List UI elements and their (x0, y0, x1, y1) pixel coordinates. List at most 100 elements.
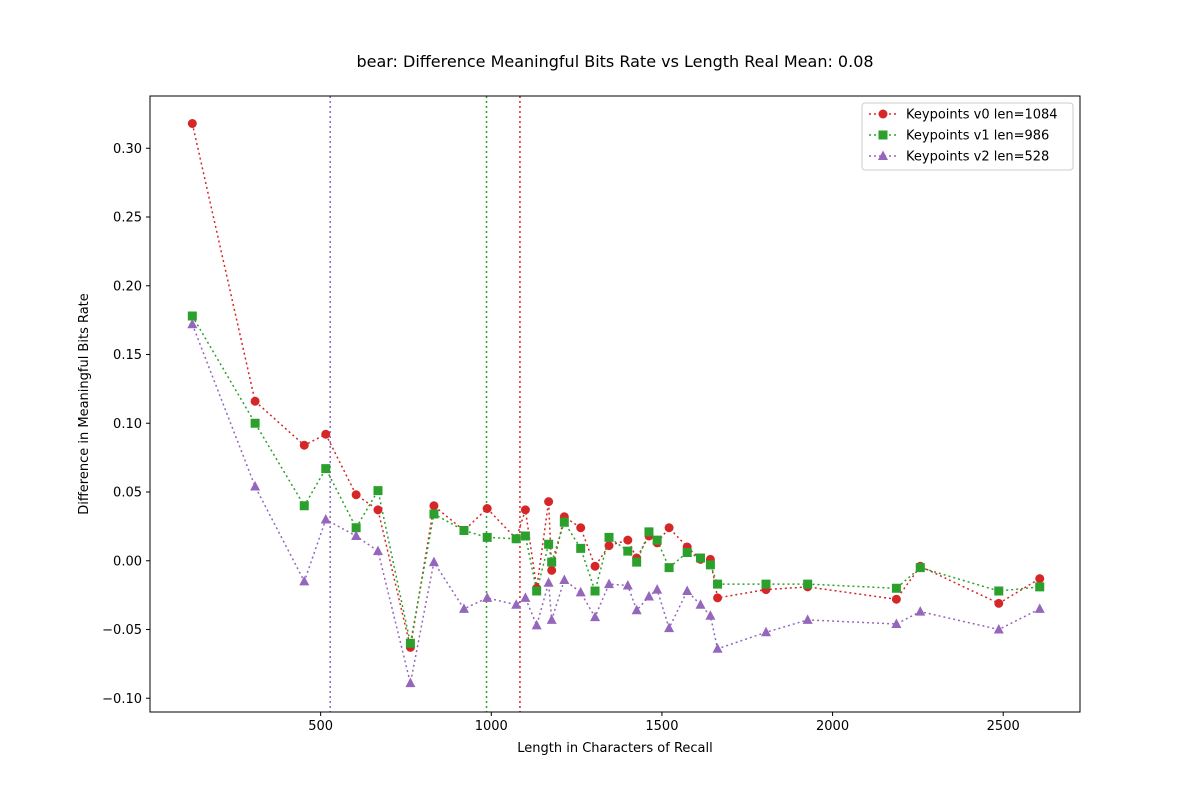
y-tick-label-5: 0.15 (113, 348, 142, 363)
data-point-series-0-1 (250, 396, 260, 406)
data-point-series-0-0 (187, 119, 197, 128)
data-point-series-2-31 (915, 606, 926, 616)
data-point-series-1-13 (544, 539, 554, 549)
data-point-series-0-32 (994, 598, 1004, 608)
data-point-series-2-9 (482, 592, 493, 602)
data-point-series-1-32 (994, 586, 1004, 596)
data-point-series-1-25 (695, 553, 705, 563)
data-point-series-2-14 (546, 614, 557, 624)
data-point-series-2-26 (705, 610, 716, 620)
data-point-series-0-4 (351, 490, 361, 500)
data-point-series-2-21 (643, 591, 654, 601)
legend-marker-0 (878, 109, 888, 119)
data-point-series-2-27 (712, 643, 723, 653)
data-point-series-1-24 (682, 548, 692, 557)
data-point-series-1-19 (623, 546, 633, 556)
data-point-series-2-18 (604, 578, 615, 589)
y-tick-label-6: 0.20 (113, 279, 142, 294)
data-point-series-2-8 (458, 603, 469, 613)
data-point-series-2-1 (250, 481, 261, 491)
data-point-series-1-12 (532, 586, 542, 596)
data-point-series-1-8 (459, 526, 469, 535)
data-point-series-0-27 (713, 593, 723, 603)
legend-label-0: Keypoints v0 len=1084 (906, 108, 1058, 123)
series-line-2 (191, 324, 1041, 684)
data-point-series-1-21 (644, 527, 654, 537)
data-point-series-2-25 (695, 599, 706, 609)
data-point-series-2-3 (320, 514, 331, 524)
data-point-series-2-16 (575, 586, 586, 597)
data-point-series-2-5 (372, 545, 383, 556)
x-tick-label-2: 1500 (645, 719, 678, 734)
series-line-0 (191, 123, 1041, 648)
x-tick-label-3: 2000 (816, 719, 849, 734)
data-point-series-2-24 (682, 585, 693, 595)
legend-label-2: Keypoints v2 len=528 (906, 150, 1049, 165)
data-point-series-1-11 (520, 531, 530, 541)
y-tick-label-0: −0.10 (102, 692, 142, 707)
data-point-series-2-28 (761, 626, 772, 637)
data-point-series-0-2 (299, 440, 309, 450)
data-point-series-1-20 (632, 557, 642, 567)
axes: 500 1000 1500 2000 2500 −0.10 −0.05 0.00 0.05 0.1… (102, 142, 1020, 734)
data-point-series-1-4 (351, 523, 361, 533)
data-point-series-1-29 (803, 579, 813, 589)
x-tick-label-0: 500 (308, 719, 333, 734)
data-point-series-1-0 (187, 311, 197, 321)
data-point-series-1-27 (713, 579, 723, 589)
series-line-1 (191, 315, 1040, 644)
y-tick-label-7: 0.25 (113, 211, 142, 226)
legend: Keypoints v0 len=1084 Keypoints v1 len=98… (861, 102, 1074, 171)
data-point-series-2-32 (993, 624, 1004, 634)
data-point-series-2-29 (802, 614, 813, 624)
x-axis-label: Length in Characters of Recall (517, 741, 713, 756)
data-point-series-1-28 (761, 579, 771, 589)
data-point-series-2-19 (622, 580, 633, 590)
data-point-series-2-33 (1034, 603, 1045, 613)
data-point-series-1-5 (373, 486, 383, 496)
y-tick-label-1: −0.05 (102, 623, 142, 638)
data-point-series-1-10 (511, 534, 521, 544)
data-point-series-0-17 (590, 561, 600, 571)
chart-title: bear: Difference Meaningful Bits Rate vs… (356, 52, 873, 71)
data-point-series-2-17 (590, 611, 601, 622)
data-point-series-0-30 (891, 594, 901, 604)
y-tick-label-3: 0.05 (113, 486, 142, 501)
data-point-series-0-11 (520, 505, 530, 515)
data-point-series-2-6 (405, 677, 416, 688)
data-point-series-1-1 (250, 418, 260, 428)
data-point-series-2-20 (631, 604, 642, 615)
data-point-series-2-4 (351, 530, 362, 540)
data-point-series-0-19 (623, 535, 633, 545)
data-point-series-0-16 (576, 523, 586, 533)
data-point-series-2-2 (299, 575, 310, 586)
data-point-series-2-22 (652, 584, 663, 594)
data-point-series-2-30 (891, 618, 902, 628)
data-point-series-1-7 (429, 509, 439, 519)
data-point-series-0-7 (429, 501, 439, 511)
data-point-series-1-9 (482, 532, 492, 542)
y-tick-label-4: 0.10 (113, 417, 142, 432)
data-point-series-0-13 (544, 497, 554, 507)
data-point-series-1-14 (547, 557, 557, 567)
data-point-series-1-16 (576, 543, 586, 553)
x-tick-label-4: 2500 (987, 719, 1020, 734)
data-point-series-1-22 (652, 535, 662, 545)
plot-frame (149, 95, 1081, 713)
data-point-series-2-13 (543, 577, 554, 587)
data-point-series-0-23 (664, 523, 674, 533)
data-point-series-0-3 (321, 429, 331, 439)
data-point-series-1-3 (321, 464, 331, 474)
data-point-series-0-14 (547, 565, 557, 575)
data-point-series-1-31 (915, 563, 925, 573)
plot-area (187, 96, 1045, 712)
data-point-series-1-15 (559, 517, 569, 527)
data-point-series-1-18 (604, 532, 614, 542)
data-point-series-2-7 (428, 556, 439, 567)
data-point-series-2-11 (520, 592, 531, 602)
legend-marker-1 (878, 130, 888, 140)
data-point-series-2-15 (559, 574, 570, 584)
legend-box (861, 102, 1074, 171)
legend-label-1: Keypoints v1 len=986 (906, 129, 1049, 144)
